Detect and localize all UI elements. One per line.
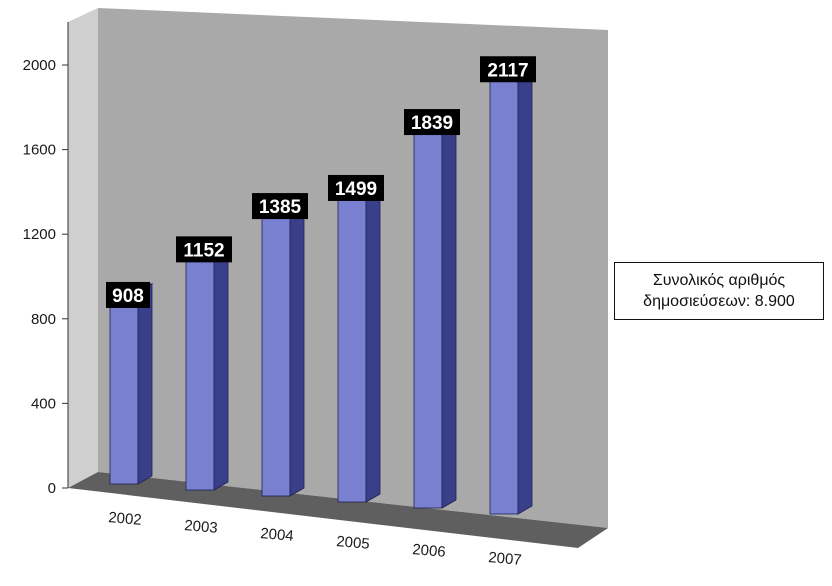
y-tick-label: 1600: [23, 142, 56, 159]
data-label: 1385: [259, 197, 302, 218]
bar-2004: 1385: [252, 193, 308, 497]
bar-front-face: [185, 245, 215, 491]
y-tick-label: 400: [31, 395, 56, 412]
bar-front-face: [261, 202, 291, 497]
data-label: 2117: [487, 60, 528, 81]
total-line-2: δημοσιεύσεων: 8.900: [643, 293, 795, 310]
y-tick-label: 2000: [23, 57, 56, 74]
data-label-bg: [328, 174, 384, 201]
bar-2005: 1499: [328, 174, 384, 503]
bar-side-face: [517, 57, 533, 515]
total-line-1: Συνολικός αριθμός: [652, 272, 786, 289]
data-label-bg: [106, 281, 150, 308]
bar-side-face: [365, 176, 381, 503]
x-tick-label: 2006: [412, 541, 447, 561]
data-label: 1839: [411, 113, 453, 134]
total-publications-box: Συνολικός αριθμός δημοσιεύσεων: 8.900: [614, 262, 824, 320]
bar-2007: 2117: [480, 56, 536, 515]
x-tick-label: 2007: [488, 549, 523, 569]
y-tick-label: 1200: [23, 226, 56, 243]
data-label: 1499: [335, 179, 377, 200]
y-tick-label: 800: [31, 311, 56, 328]
bar-front-face: [489, 65, 519, 515]
bar-front-face: [109, 291, 139, 485]
data-label: 1152: [183, 240, 224, 261]
x-tick-label: 2004: [260, 525, 295, 545]
data-label-bg: [176, 236, 232, 263]
bar-side-face: [441, 110, 457, 509]
y-tick-label: 0: [48, 480, 56, 497]
x-tick-label: 2003: [184, 517, 219, 537]
bar-side-face: [289, 194, 305, 497]
data-label-bg: [404, 109, 460, 136]
data-label-bg: [252, 193, 308, 220]
data-label-bg: [480, 56, 536, 83]
side-wall: [68, 8, 98, 488]
bar-2002: 908: [106, 281, 154, 485]
floor: [68, 472, 608, 548]
bar-front-face: [413, 118, 443, 509]
data-label: 908: [112, 286, 144, 307]
bar-side-face: [137, 283, 153, 485]
x-tick-label: 2002: [108, 509, 143, 529]
x-tick-label: 2005: [336, 533, 371, 553]
bar-2003: 1152: [176, 236, 232, 491]
bar-side-face: [213, 237, 229, 491]
bar-front-face: [337, 184, 367, 503]
bar-2006: 1839: [404, 109, 460, 509]
